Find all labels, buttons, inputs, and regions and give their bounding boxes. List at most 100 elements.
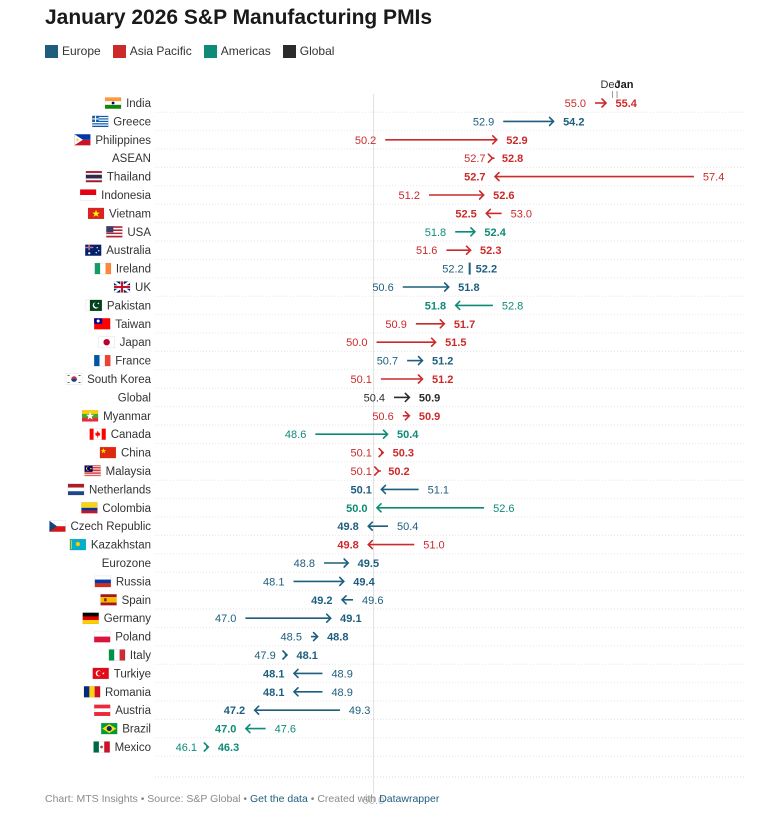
country-label: China (121, 448, 152, 460)
dec-value-label: 52.2 (442, 264, 463, 276)
datawrapper-link[interactable]: Datawrapper (379, 793, 440, 805)
dec-value-label: 46.1 (176, 742, 197, 754)
jan-value-label: 46.3 (218, 742, 239, 754)
jan-header-label: Jan (615, 79, 634, 91)
uk-flag-icon (113, 281, 131, 293)
country-label: Myanmar (103, 411, 151, 423)
jan-value-label: 50.1 (350, 484, 371, 496)
jan-value-label: 50.2 (388, 466, 409, 478)
country-label: ASEAN (112, 153, 151, 165)
country-label: Philippines (95, 135, 151, 147)
dec-value-label: 48.9 (331, 687, 352, 699)
arrow-head (282, 650, 289, 660)
dec-value-label: 55.0 (565, 98, 586, 110)
dec-value-label: 50.4 (397, 521, 418, 533)
legend-swatch (203, 44, 217, 58)
dec-value-label: 50.1 (350, 374, 371, 386)
jan-value-label: 47.0 (215, 724, 236, 736)
jan-value-label: 48.1 (263, 668, 284, 680)
indonesia-flag-icon (79, 189, 97, 201)
kazakhstan-flag-icon (69, 538, 87, 551)
jan-value-label: 49.1 (340, 613, 361, 625)
jan-value-label: 52.5 (455, 208, 476, 220)
country-label: India (126, 98, 152, 110)
dec-header-label: Dec (600, 79, 620, 91)
country-label: Colombia (102, 503, 151, 515)
legend-item: Global (282, 44, 335, 58)
dec-value-label: 50.2 (355, 135, 376, 147)
arrow-head (404, 411, 411, 421)
country-label: Kazakhstan (91, 540, 151, 552)
colombia-flag-icon (81, 502, 98, 514)
dec-value-label: 51.2 (399, 190, 420, 202)
dec-value-label: 49.6 (362, 595, 383, 607)
china-flag-icon (99, 446, 117, 459)
arrow-head (253, 705, 260, 715)
dec-value-label: 49.3 (349, 705, 370, 717)
jan-value-label: 52.3 (480, 245, 501, 257)
arrow-head (485, 208, 492, 219)
country-label: USA (127, 227, 151, 239)
country-label: Mexico (115, 742, 151, 754)
arrow-head (292, 687, 299, 697)
legend-label: Global (299, 44, 335, 58)
legend-swatch (45, 44, 58, 58)
czech-republic-flag-icon (49, 520, 66, 532)
dec-value-label: 50.7 (377, 356, 398, 368)
country-label: Canada (111, 429, 152, 441)
arrow-head (601, 98, 608, 108)
country-label: Greece (113, 116, 151, 128)
arrow-head (417, 374, 424, 384)
jan-value-label: 52.8 (502, 153, 523, 165)
italy-flag-icon (108, 649, 126, 661)
india-flag-icon (104, 97, 122, 109)
arrow-head (443, 282, 450, 292)
jan-value-label: 51.2 (432, 356, 453, 368)
arrow-head (380, 484, 387, 495)
jan-value-label: 48.1 (263, 687, 284, 699)
dec-value-label: 47.0 (215, 613, 236, 625)
netherlands-flag-icon (67, 483, 85, 496)
arrow-head (375, 503, 382, 513)
dec-value-label: 52.7 (464, 153, 485, 165)
jan-value-label: 48.8 (327, 632, 348, 644)
jan-value-label: 52.4 (484, 227, 506, 239)
arrow-head (493, 171, 500, 182)
arrow-head (367, 539, 374, 550)
austria-flag-icon (93, 704, 111, 716)
legend-item: Americas (203, 44, 271, 58)
get-data-link[interactable]: Get the data (250, 793, 308, 805)
legend-item: Asia Pacific (112, 44, 192, 58)
myanmar-flag-icon (81, 410, 99, 422)
arrow-head (382, 429, 389, 439)
jan-value-label: 49.8 (337, 540, 358, 552)
arrow-head (312, 631, 319, 642)
dec-value-label: 57.4 (703, 172, 724, 184)
dec-value-label: 48.5 (281, 632, 302, 644)
arrow-head (478, 190, 485, 200)
footer-separator: • (137, 793, 148, 805)
thailand-flag-icon (85, 170, 103, 183)
country-label: Spain (122, 595, 151, 607)
country-label: Austria (115, 705, 151, 717)
legend-item: Europe (45, 44, 101, 58)
country-label: Italy (130, 650, 151, 662)
arrow-head (487, 153, 494, 163)
country-label: Turkiye (114, 668, 151, 680)
brazil-flag-icon (100, 722, 118, 735)
arrow-head (404, 392, 411, 403)
japan-flag-icon (98, 336, 115, 348)
country-label: Russia (116, 576, 152, 588)
country-label: Malaysia (106, 466, 152, 478)
arrow-head (465, 245, 472, 255)
dec-value-label: 50.6 (372, 411, 393, 423)
arrow-head (343, 558, 350, 568)
jan-value-label: 50.3 (393, 448, 414, 460)
jan-value-label: 49.5 (358, 558, 379, 570)
arrow-head (373, 466, 380, 476)
dec-value-label: 53.0 (511, 208, 532, 220)
country-label: France (115, 356, 151, 368)
malaysia-flag-icon (84, 465, 101, 477)
country-label: Pakistan (107, 300, 151, 312)
